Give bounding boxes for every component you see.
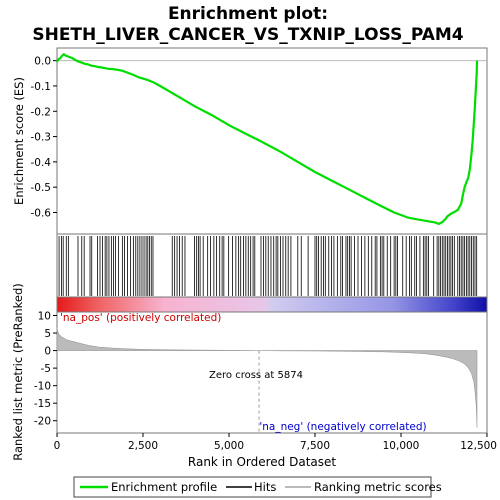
metric-panel: 10 5 0 -5 -10 -15 -20 0 2,500 5,000 7,500 10,000 12…	[11, 283, 497, 469]
metric-y-label: Ranked list metric (PreRanked)	[11, 283, 25, 461]
es-y-tick-label: 0.0	[34, 56, 51, 68]
metric-y-axis: 10 5 0 -5 -10 -15 -20	[34, 311, 57, 428]
metric-y-tick-label: 0	[44, 346, 51, 358]
hits-area	[56, 233, 488, 298]
x-tick-label: 0	[54, 440, 61, 452]
metric-y-tick-label: 10	[38, 311, 51, 323]
x-tick-label: 2,500	[128, 440, 158, 452]
x-tick-label: 5,000	[214, 440, 244, 452]
enrichment-profile-line	[56, 52, 479, 226]
es-plot-area	[56, 47, 488, 235]
hits-panel	[56, 233, 488, 298]
hits-lines	[58, 236, 478, 296]
es-y-tick-label: -0.2	[31, 106, 52, 118]
metric-y-tick-label: 5	[44, 328, 51, 340]
metric-y-tick-label: -15	[34, 398, 51, 410]
chart-subtitle: SHETH_LIVER_CANCER_VS_TXNIP_LOSS_PAM4	[32, 25, 463, 45]
es-y-tick-label: -0.3	[31, 132, 52, 144]
legend-hits-label: Hits	[254, 480, 276, 494]
x-axis-label: Rank in Ordered Dataset	[188, 455, 336, 469]
x-tick-label: 12,500	[460, 440, 497, 452]
legend: Enrichment profile Hits Ranking metric s…	[73, 476, 442, 498]
metric-y-tick-label: -10	[34, 381, 51, 393]
ranking-metric-area	[56, 327, 478, 428]
es-y-tick-label: -0.1	[31, 81, 52, 93]
legend-metric-label: Ranking metric scores	[314, 480, 442, 494]
zero-cross-label: Zero cross at 5874	[209, 370, 303, 381]
es-y-tick-label: -0.5	[31, 182, 52, 194]
legend-box	[73, 476, 432, 498]
metric-y-tick-label: -5	[41, 363, 51, 375]
metric-y-tick-label: -20	[34, 416, 51, 428]
es-y-axis: 0.0 -0.1 -0.2 -0.3 -0.4 -0.5 -0.6	[31, 56, 57, 219]
metric-plot-area	[56, 311, 488, 434]
rank-x-axis: 0 2,500 5,000 7,500 10,000 12,500	[54, 433, 497, 452]
chart-title: Enrichment plot:	[168, 4, 328, 24]
es-panel: 0.0 -0.1 -0.2 -0.3 -0.4 -0.5 -0.6 Enrichment s…	[12, 47, 488, 235]
pos-label: 'na_pos' (positively correlated)	[60, 312, 221, 324]
neg-label: 'na_neg' (negatively correlated)	[259, 421, 426, 433]
es-y-tick-label: -0.6	[31, 207, 52, 219]
rank-color-bar	[56, 296, 488, 313]
es-y-tick-label: -0.4	[31, 157, 52, 169]
x-tick-label: 10,000	[383, 440, 420, 452]
x-tick-label: 7,500	[300, 440, 330, 452]
es-y-label: Enrichment score (ES)	[12, 77, 26, 205]
legend-enrichment-label: Enrichment profile	[111, 480, 217, 494]
